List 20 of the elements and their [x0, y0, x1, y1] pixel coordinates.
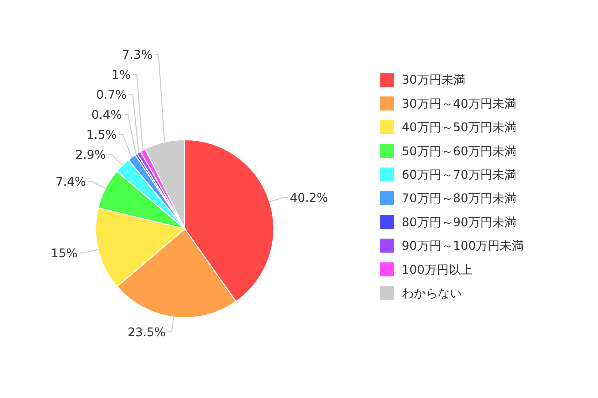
legend-label: 70万円～80万円未満	[402, 192, 517, 206]
data-label: 0.4%	[92, 108, 122, 122]
data-label: 1.5%	[86, 128, 118, 142]
data-label: 23.5%	[128, 325, 166, 340]
legend-label: 80万円～90万円未満	[402, 215, 517, 230]
data-label: 7.3%	[122, 48, 153, 62]
legend-label: 50万円～60万円未満	[402, 144, 517, 158]
data-label: 1%	[112, 68, 132, 82]
legend-label: 30万円未満	[402, 73, 466, 88]
data-label: 15%	[51, 246, 78, 260]
legend-label: 100万円以上	[402, 262, 473, 277]
data-label: 40.2%	[290, 190, 328, 205]
legend-label: 30万円～40万円未満	[402, 96, 517, 111]
legend-label: 40万円～50万円未満	[402, 120, 517, 135]
legend-label: 60万円～70万円未満	[402, 168, 517, 182]
data-label: 2.9%	[76, 148, 106, 162]
data-label: 0.7%	[96, 88, 127, 102]
legend-label: わからない	[402, 286, 462, 300]
legend-label: 90万円～100万円未満	[402, 239, 524, 254]
data-label: 7.4%	[56, 175, 86, 190]
